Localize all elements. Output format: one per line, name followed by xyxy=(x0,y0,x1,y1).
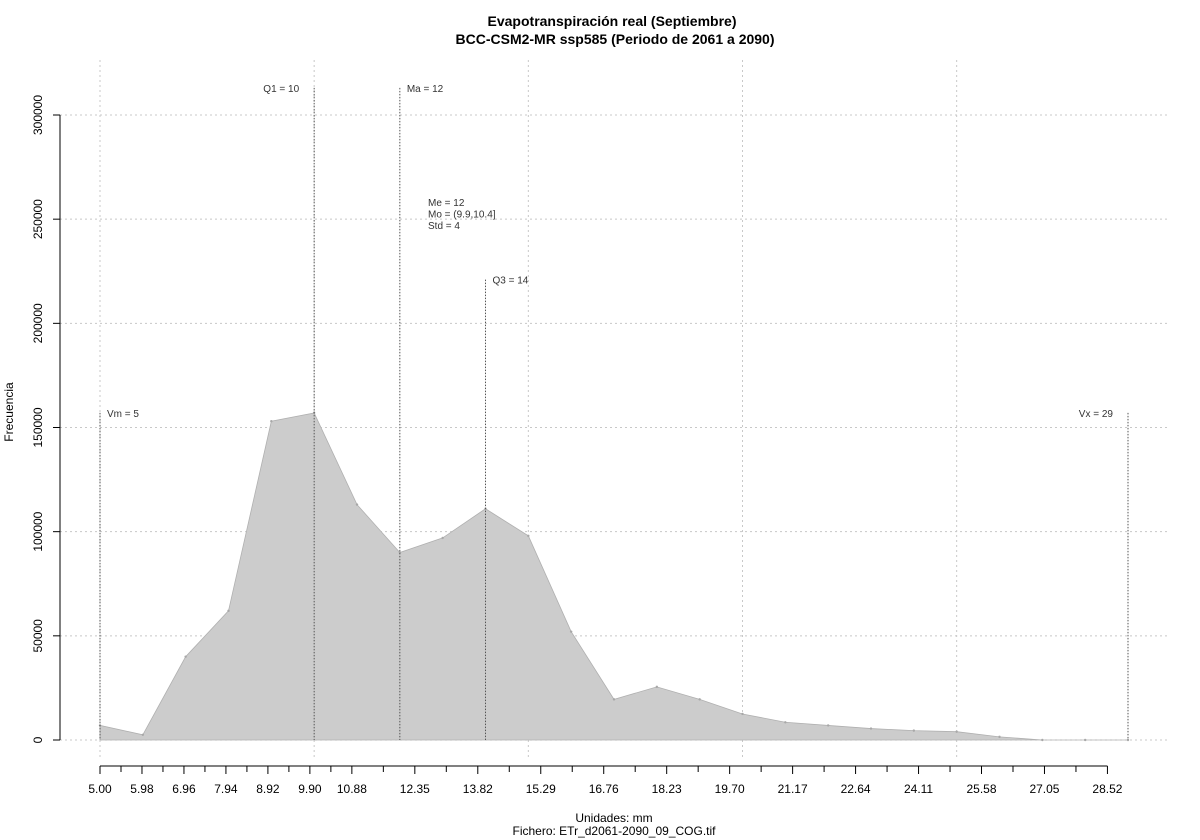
frequency-area-shape xyxy=(99,412,1128,741)
data-point xyxy=(527,534,530,538)
data-point xyxy=(569,630,573,633)
y-axis-label: Frecuencia xyxy=(2,382,16,442)
x-tick-label: 6.96 xyxy=(172,782,196,796)
data-point xyxy=(741,712,744,716)
y-tick-label: 150000 xyxy=(31,407,45,447)
x-tick-label: 8.92 xyxy=(256,782,280,796)
y-tick-label: 200000 xyxy=(31,303,45,343)
y-tick-label: 300000 xyxy=(31,95,45,135)
chart-title: Evapotranspiración real (Septiembre) xyxy=(488,13,737,29)
stat-summary-label: Me = 12 xyxy=(428,198,465,209)
data-point xyxy=(955,730,958,733)
data-point xyxy=(355,503,359,506)
data-point xyxy=(398,551,402,554)
x-tick-label: 22.64 xyxy=(841,782,871,796)
x-tick-label: 15.29 xyxy=(526,782,556,796)
x-axis-label: Unidades: mm xyxy=(575,811,652,825)
chart-subtitle: BCC-CSM2-MR ssp585 (Periodo de 2061 a 20… xyxy=(456,31,775,47)
y-tick-label: 250000 xyxy=(31,199,45,239)
frequency-area xyxy=(98,411,1130,742)
x-tick-label: 13.82 xyxy=(463,782,493,796)
stat-marker-label: Q3 = 14 xyxy=(493,276,529,287)
x-tick-label: 27.05 xyxy=(1029,782,1059,796)
y-tick-label: 50000 xyxy=(31,619,45,653)
data-point xyxy=(141,733,145,736)
statistic-markers: Vm = 5 Q1 = 10 Ma = 12 Q3 = 14 Vx = 29 Me = 1… xyxy=(99,84,1129,740)
file-caption: Fichero: ETr_d2061-2090_09_COG.tif xyxy=(513,824,717,838)
x-tick-label: 28.52 xyxy=(1092,782,1122,796)
data-point xyxy=(1083,738,1087,742)
x-tick-label: 24.11 xyxy=(904,782,933,796)
data-point xyxy=(912,729,916,732)
x-tick-label: 18.23 xyxy=(652,782,682,796)
data-point xyxy=(869,727,873,730)
x-tick-label: 12.35 xyxy=(400,782,430,796)
stat-marker-label: Ma = 12 xyxy=(407,84,444,95)
stat-marker-label: Vx = 29 xyxy=(1079,409,1114,420)
x-tick-label: 9.90 xyxy=(298,782,322,796)
data-point xyxy=(441,536,444,540)
axes: 0 50000 100000 150000 200000 250000 300000 5.00… xyxy=(31,95,1123,796)
x-tick-label: 10.88 xyxy=(337,782,367,796)
stat-marker-label: Q1 = 10 xyxy=(263,84,299,95)
stat-marker-label: Vm = 5 xyxy=(107,409,139,420)
data-point xyxy=(655,685,659,689)
data-point xyxy=(1041,738,1044,742)
x-tick-label: 16.76 xyxy=(589,782,619,796)
y-tick-label: 0 xyxy=(31,736,45,743)
data-point xyxy=(998,735,1001,739)
stat-summary-label: Std = 4 xyxy=(428,221,460,232)
x-tick-label: 25.58 xyxy=(966,782,996,796)
data-point xyxy=(612,698,616,701)
y-tick-label: 100000 xyxy=(31,511,45,551)
x-tick-label: 5.98 xyxy=(130,782,154,796)
data-point xyxy=(826,724,830,727)
stat-summary-label: Mo = (9.9,10.4] xyxy=(428,210,496,221)
data-point xyxy=(270,420,273,423)
x-tick-label: 5.00 xyxy=(88,782,112,796)
x-tick-label: 19.70 xyxy=(715,782,745,796)
x-tick-label: 7.94 xyxy=(214,782,238,796)
data-point xyxy=(784,721,787,724)
data-point xyxy=(227,609,230,613)
data-point xyxy=(184,655,187,658)
data-point xyxy=(698,698,701,701)
x-tick-label: 21.17 xyxy=(778,782,808,796)
